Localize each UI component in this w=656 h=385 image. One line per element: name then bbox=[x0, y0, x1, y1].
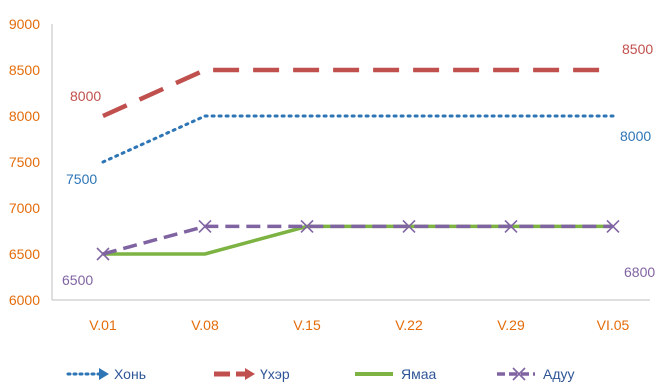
x-tick-label: V.15 bbox=[293, 317, 321, 333]
series-line bbox=[102, 224, 613, 256]
x-tick-label: V.08 bbox=[191, 317, 219, 333]
data-label-layer: 7500 8000 8000 8500 6500 6800 bbox=[62, 41, 655, 288]
legend-item: Адуу bbox=[497, 366, 575, 382]
data-label: 8000 bbox=[70, 88, 101, 104]
point-marker-stroke bbox=[504, 219, 518, 233]
legend-arrow bbox=[99, 368, 109, 380]
point-marker-stroke bbox=[402, 219, 416, 233]
y-tick-label: 9000 bbox=[9, 16, 40, 32]
legend-label: Адуу bbox=[543, 366, 575, 382]
series-layer bbox=[96, 67, 620, 261]
y-tick-label: 8000 bbox=[9, 108, 40, 124]
series-point bbox=[300, 219, 314, 233]
legend-label: Үхэр bbox=[260, 366, 290, 382]
data-label: 6500 bbox=[62, 272, 93, 288]
y-tick-label: 7000 bbox=[9, 200, 40, 216]
y-tick-label: 6500 bbox=[9, 246, 40, 262]
point-marker-stroke bbox=[96, 247, 110, 261]
legend-item: Ямаа bbox=[355, 366, 437, 382]
series-point bbox=[402, 219, 416, 233]
series-point bbox=[606, 219, 620, 233]
axis-layer: 6000 6500 7000 7500 8000 8500 9000 V.01 V.08 V.15… bbox=[9, 16, 650, 333]
series-line bbox=[103, 224, 613, 256]
data-label: 8000 bbox=[620, 128, 651, 144]
point-marker-stroke bbox=[198, 219, 212, 233]
legend-item: Үхэр bbox=[214, 366, 290, 382]
legend-marker bbox=[512, 367, 526, 381]
series-point bbox=[96, 247, 110, 261]
series-point bbox=[504, 219, 518, 233]
point-marker-stroke bbox=[300, 219, 314, 233]
series-line bbox=[102, 67, 613, 119]
point-marker-stroke bbox=[606, 219, 620, 233]
y-tick-label: 6000 bbox=[9, 292, 40, 308]
legend-arrow bbox=[245, 368, 255, 380]
x-tick-label: V.29 bbox=[497, 317, 525, 333]
x-tick-label: V.01 bbox=[89, 317, 117, 333]
data-label: 6800 bbox=[624, 264, 655, 280]
data-label: 8500 bbox=[622, 41, 653, 57]
legend-item: Хонь bbox=[66, 366, 146, 382]
legend-label: Хонь bbox=[114, 366, 146, 382]
legend-label: Ямаа bbox=[401, 366, 437, 382]
y-tick-label: 8500 bbox=[9, 62, 40, 78]
y-tick-label: 7500 bbox=[9, 154, 40, 170]
x-tick-label: V.22 bbox=[395, 317, 423, 333]
data-label: 7500 bbox=[66, 171, 97, 187]
x-tick-label: VI.05 bbox=[597, 317, 630, 333]
series-point bbox=[198, 219, 212, 233]
series-line bbox=[101, 114, 615, 164]
legend: Хонь Үхэр Ямаа Адуу bbox=[66, 366, 575, 382]
